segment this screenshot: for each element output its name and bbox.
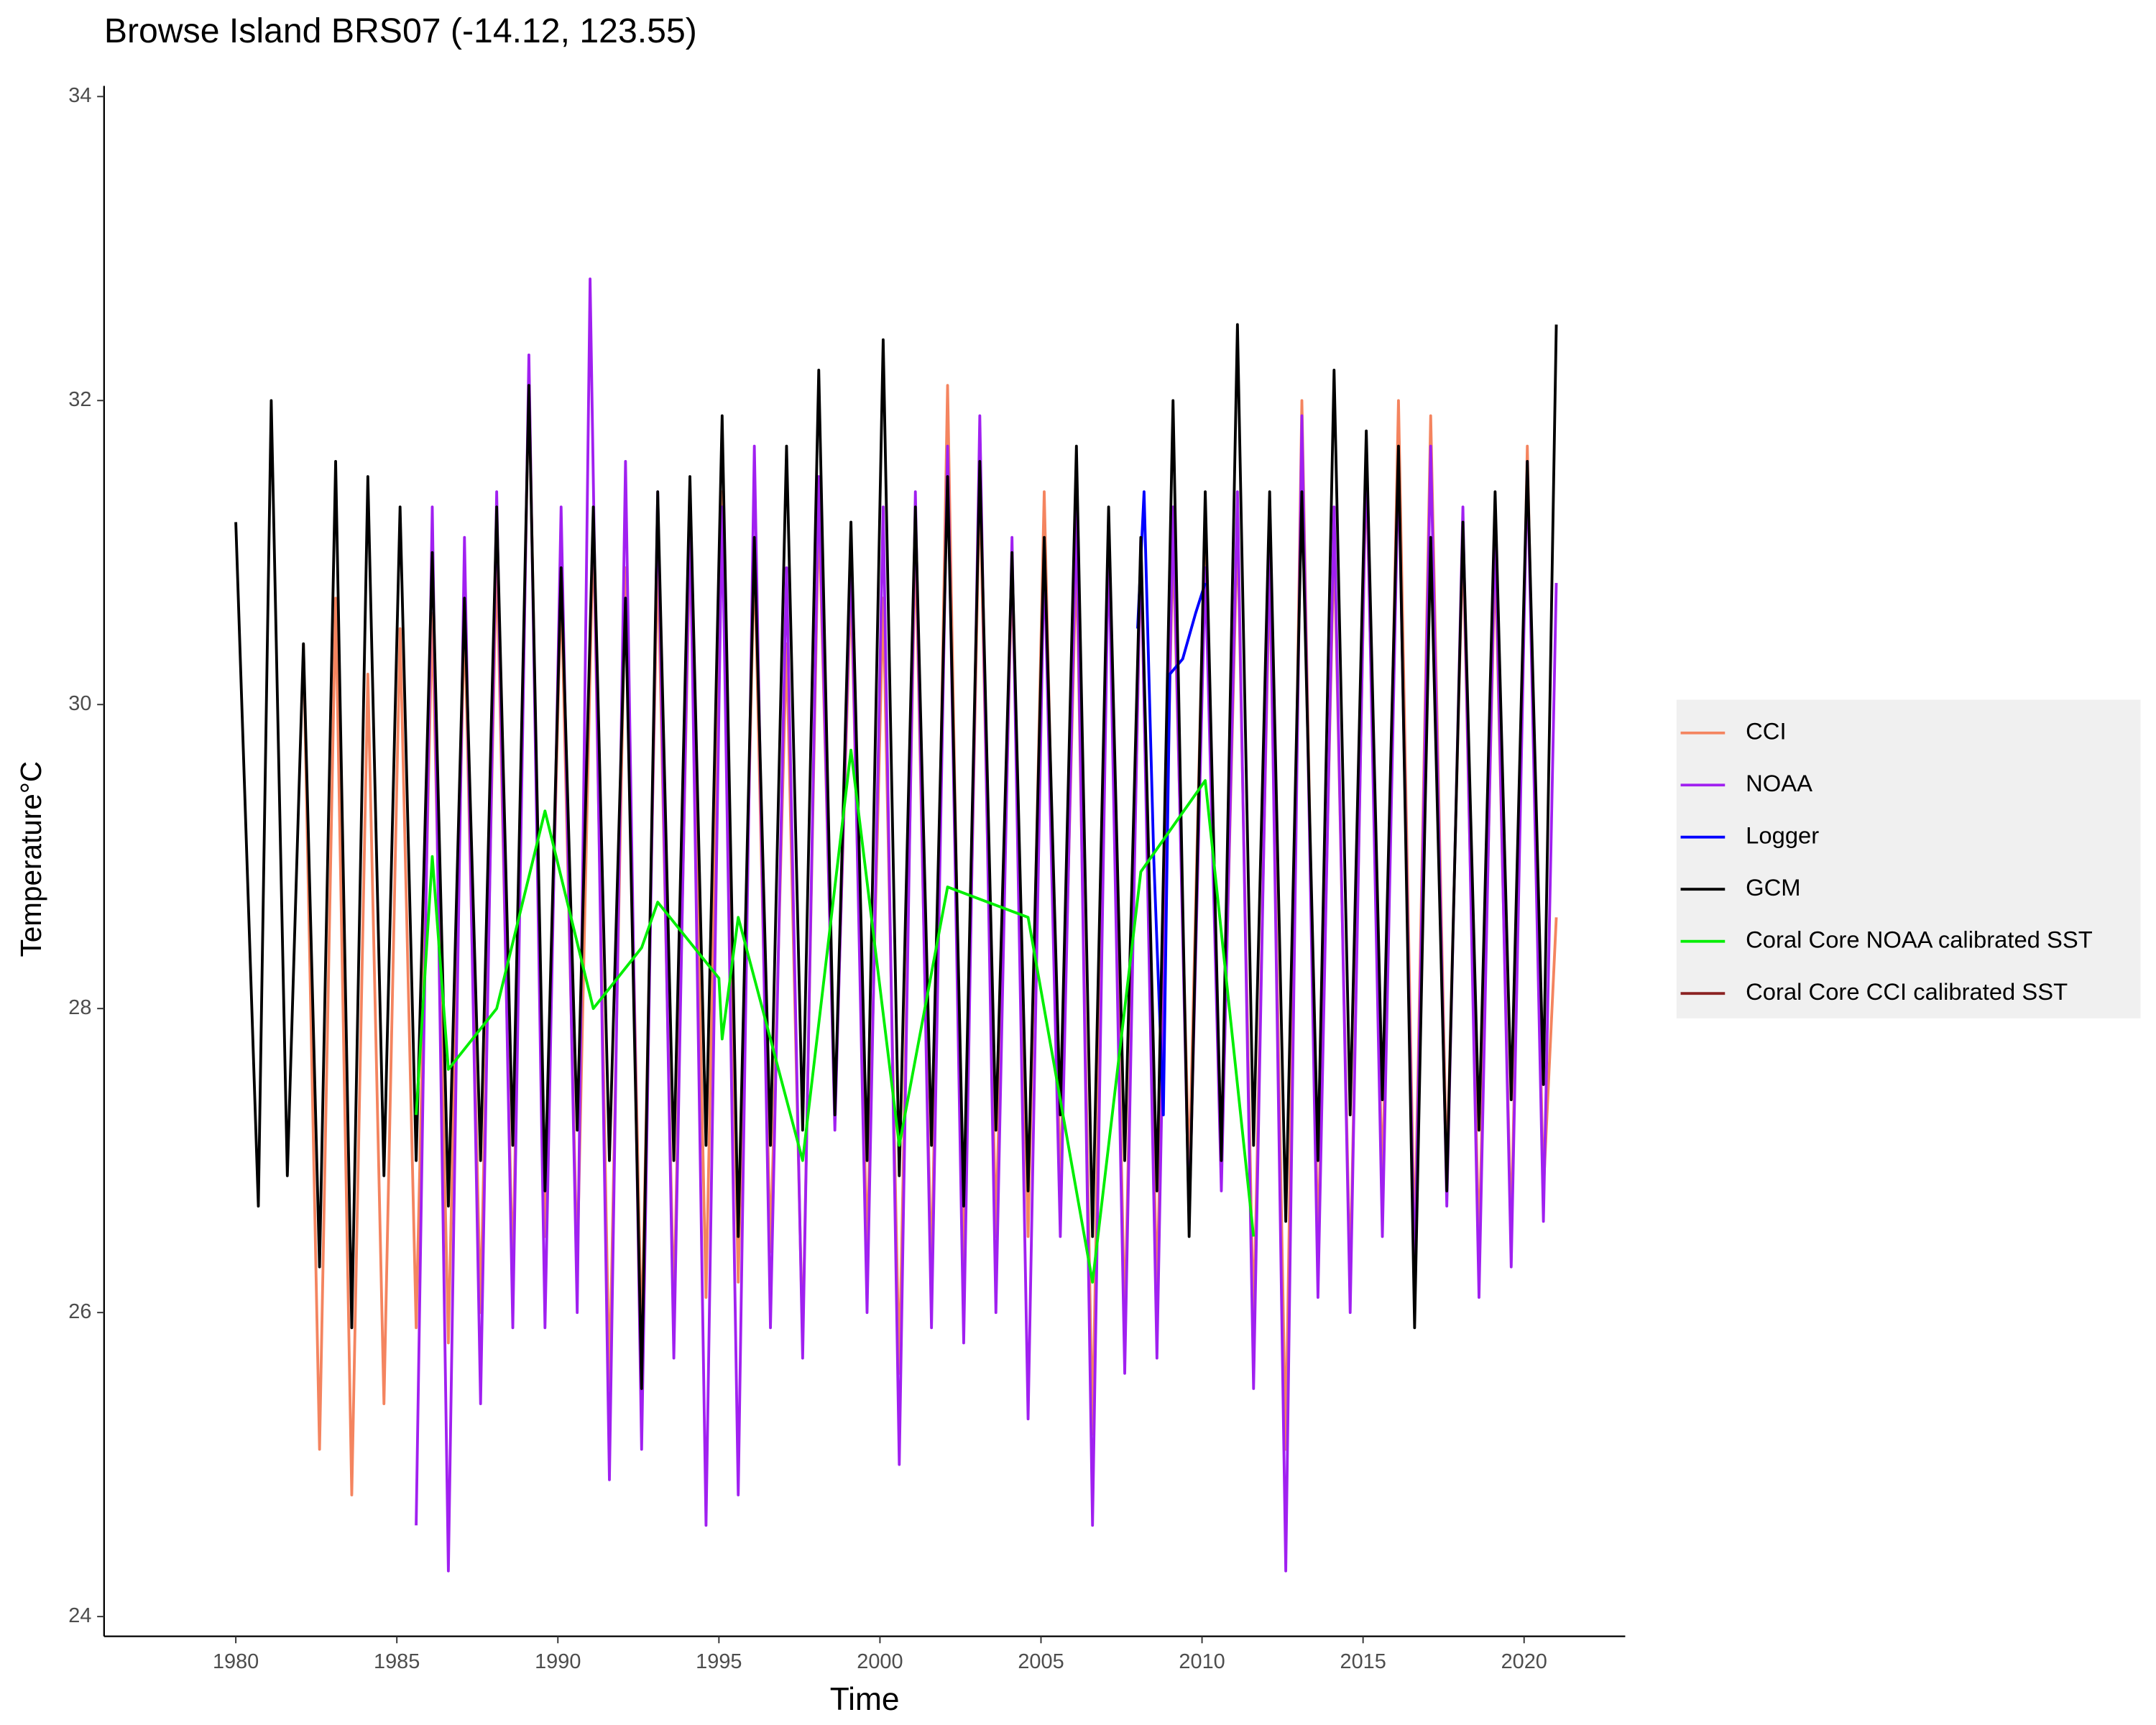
legend: CCI NOAA Logger GCM Coral Core NOAA calibrat… xyxy=(1680,717,2093,1005)
legend-label: Coral Core NOAA calibrated SST xyxy=(1746,926,2093,952)
legend-label: NOAA xyxy=(1746,770,1812,796)
y-axis-label: Temperature°C xyxy=(14,761,47,957)
chart-title: Browse Island BRS07 (-14.12, 123.55) xyxy=(104,12,697,50)
x-tick-label: 1990 xyxy=(535,1650,581,1673)
x-axis-label: Time xyxy=(830,1682,900,1717)
x-tick-label: 1980 xyxy=(213,1650,259,1673)
series-line xyxy=(234,323,1558,1390)
series-line xyxy=(415,748,1256,1284)
legend-background xyxy=(1676,699,2141,1018)
x-tick-label: 2000 xyxy=(857,1650,903,1673)
legend-label: Coral Core CCI calibrated SST xyxy=(1746,978,2068,1005)
series-line xyxy=(1136,490,1207,1117)
x-tick-label: 2020 xyxy=(1501,1650,1547,1673)
x-tick-label: 2005 xyxy=(1018,1650,1064,1673)
legend-label: GCM xyxy=(1746,874,1800,901)
y-tick-label: 32 xyxy=(68,388,91,411)
legend-label: CCI xyxy=(1746,717,1786,744)
x-tick-label: 2010 xyxy=(1179,1650,1225,1673)
y-tick-label: 30 xyxy=(68,692,91,715)
y-tick-label: 34 xyxy=(68,84,91,107)
x-tick-label: 2015 xyxy=(1340,1650,1386,1673)
plot-area xyxy=(234,277,1558,1573)
y-tick-label: 26 xyxy=(68,1300,91,1323)
legend-label: Logger xyxy=(1746,822,1819,848)
x-tick-label: 1995 xyxy=(696,1650,742,1673)
y-tick-label: 28 xyxy=(68,996,91,1019)
y-tick-label: 24 xyxy=(68,1604,91,1627)
x-tick-label: 1985 xyxy=(374,1650,420,1673)
